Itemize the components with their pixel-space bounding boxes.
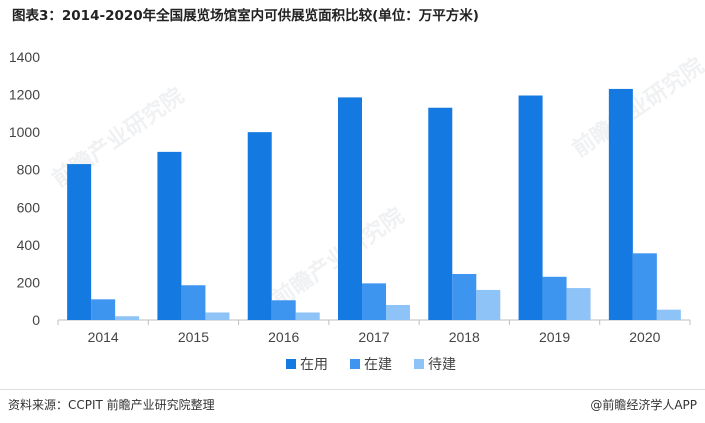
x-tick-label: 2019 xyxy=(539,329,570,345)
bar xyxy=(632,253,657,320)
bar-chart: 0 200 400 600 800 1000 1200 1400 2014 2015 2016 201… xyxy=(9,49,691,373)
legend-swatch xyxy=(350,359,360,369)
bar xyxy=(247,132,272,320)
bar xyxy=(338,97,362,320)
y-tick-label: 1000 xyxy=(9,124,40,140)
y-tick-label: 400 xyxy=(17,237,41,253)
brand-label: @前瞻经济学人APP xyxy=(590,398,697,412)
bar xyxy=(476,289,501,320)
bar xyxy=(181,285,206,320)
bar xyxy=(362,283,386,320)
bar xyxy=(295,312,320,320)
legend-label: 在用 xyxy=(300,357,328,373)
bar xyxy=(542,276,567,320)
y-tick-label: 800 xyxy=(17,162,41,178)
source-note: 资料来源：CCPIT 前瞻产业研究院整理 xyxy=(8,398,215,412)
bar xyxy=(656,309,681,320)
bar xyxy=(115,316,140,320)
x-tick-label: 2016 xyxy=(268,329,299,345)
y-tick-label: 0 xyxy=(32,312,40,328)
legend-swatch xyxy=(414,359,424,369)
bar xyxy=(205,312,230,320)
x-tick-label: 2020 xyxy=(629,329,660,345)
bar xyxy=(452,273,477,320)
y-tick-label: 1400 xyxy=(9,49,40,65)
bar xyxy=(67,164,92,320)
bar xyxy=(271,300,296,320)
bar xyxy=(608,88,633,320)
y-tick-label: 600 xyxy=(17,199,41,215)
x-tick-label: 2014 xyxy=(88,329,119,345)
chart-title: 图表3：2014-2020年全国展览场馆室内可供展览面积比较(单位：万平方米) xyxy=(12,8,479,24)
x-tick-label: 2017 xyxy=(358,329,389,345)
legend-label: 待建 xyxy=(428,357,456,373)
x-tick-label: 2015 xyxy=(178,329,209,345)
y-tick-label: 1200 xyxy=(9,87,40,103)
legend-swatch xyxy=(286,359,296,369)
bar xyxy=(91,299,116,320)
bar xyxy=(518,95,543,320)
bar xyxy=(157,151,182,320)
x-tick-label: 2018 xyxy=(449,329,480,345)
footer-divider xyxy=(0,389,705,390)
bar xyxy=(566,288,591,320)
bar xyxy=(428,107,453,320)
legend-label: 在建 xyxy=(364,357,392,373)
bar xyxy=(386,304,410,320)
y-tick-label: 200 xyxy=(17,274,41,290)
